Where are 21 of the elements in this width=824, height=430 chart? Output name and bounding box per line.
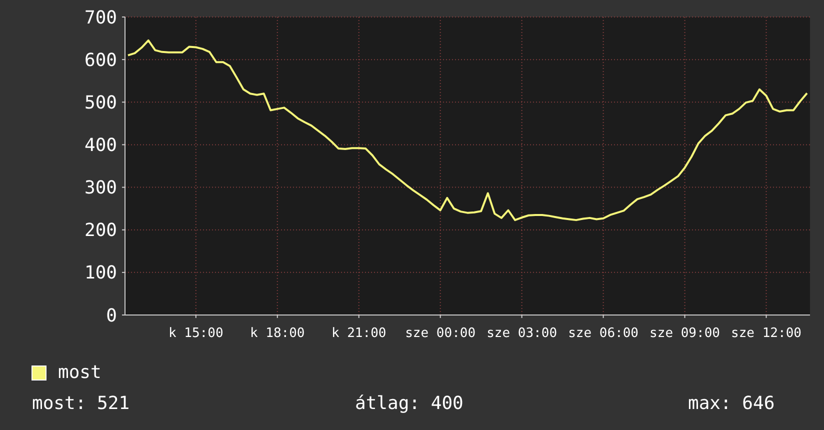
y-tick-label: 100 [84, 262, 117, 284]
text: átlag: 400 [355, 393, 464, 414]
x-tick-label: sze 09:00 [650, 326, 720, 341]
y-tick-label: 300 [84, 178, 117, 199]
x-tick-label: k 18:00 [250, 326, 305, 341]
legend-label: most [58, 362, 102, 383]
x-tick-label: sze 12:00 [731, 326, 802, 341]
y-tick-label: 200 [84, 220, 117, 242]
x-tick-label: sze 00:00 [405, 326, 476, 341]
text: most: 521 [32, 393, 130, 414]
y-tick-label: 400 [84, 135, 117, 156]
x-tick-label: sze 06:00 [568, 326, 639, 341]
y-tick-label: 600 [84, 50, 117, 71]
x-tick-label: k 15:00 [168, 326, 224, 341]
y-tick-label: 700 [84, 7, 117, 28]
text: max: 646 [688, 393, 775, 414]
y-tick-label: 0 [106, 305, 117, 326]
y-tick-label: 500 [84, 92, 117, 114]
x-tick-label: k 21:00 [331, 326, 386, 341]
line-series [127, 39, 808, 222]
x-tick-label: sze 03:00 [486, 326, 558, 341]
